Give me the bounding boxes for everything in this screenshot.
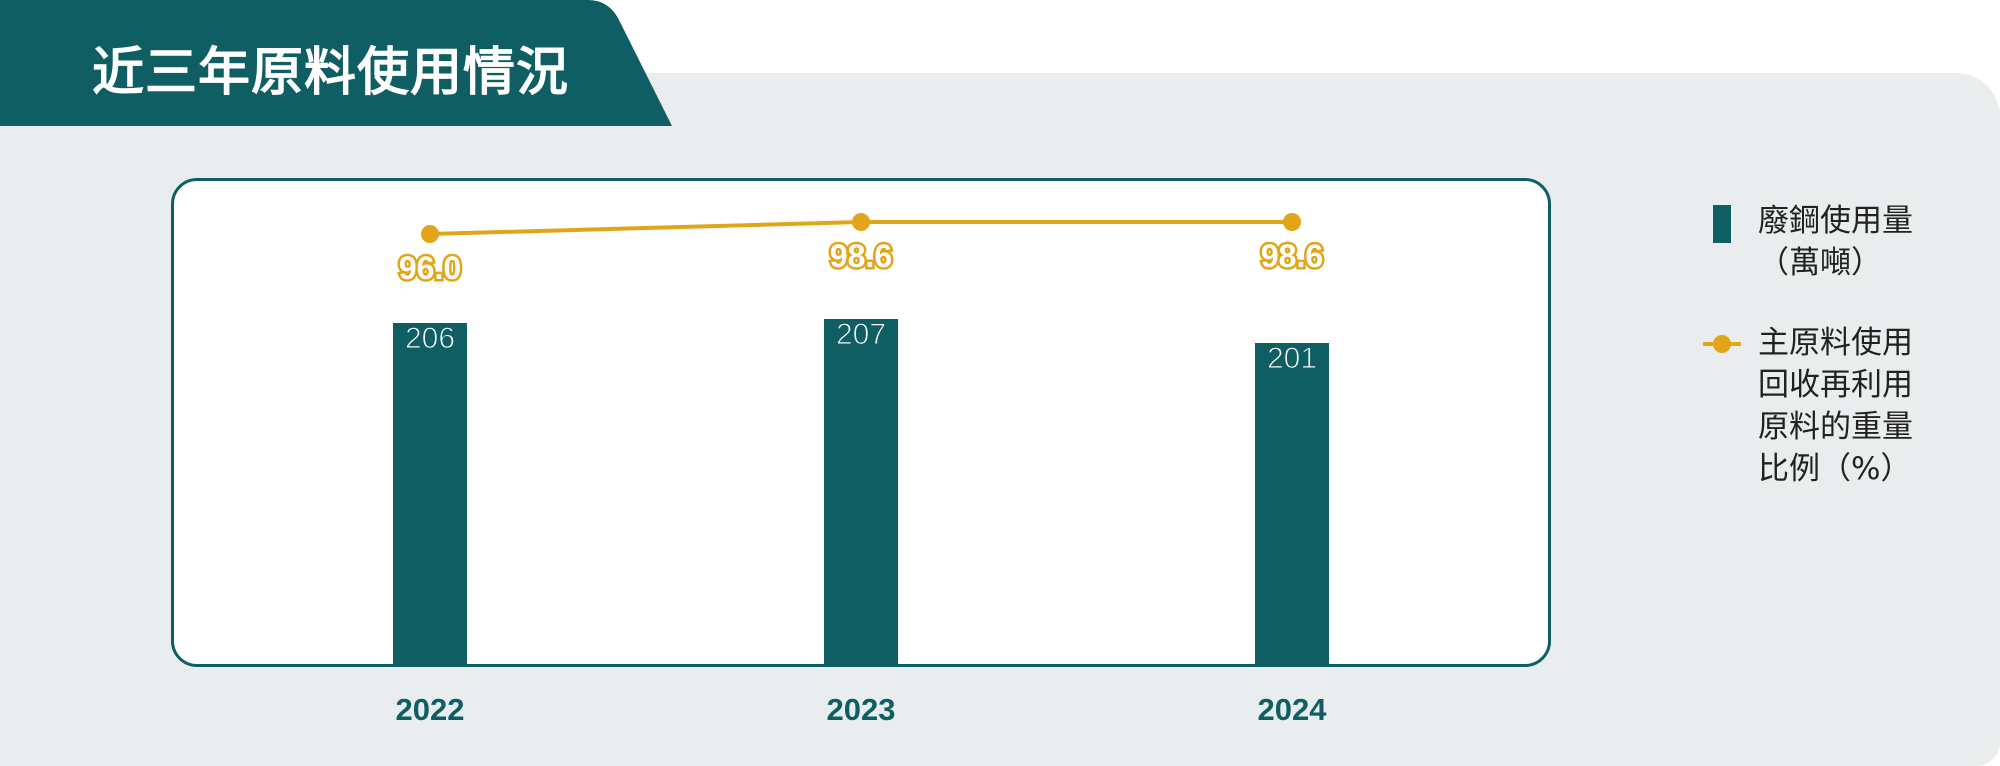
line-value-label: 98.6 <box>1261 238 1323 274</box>
line-point-2022 <box>421 225 439 243</box>
bar-2024 <box>1255 343 1329 664</box>
x-tick-label: 2023 <box>827 692 896 727</box>
line-point-2024 <box>1283 213 1301 231</box>
line-value-label: 98.6 <box>830 238 892 274</box>
legend-line-label: 主原料使用 回收再利用 原料的重量 比例（%） <box>1758 325 1913 487</box>
bar-value-label: 201 <box>1267 342 1317 375</box>
title-tab <box>0 0 672 126</box>
page-title: 近三年原料使用情況 <box>92 43 570 103</box>
legend-line-swatch <box>1703 335 1741 353</box>
line-point-2023 <box>852 213 870 231</box>
bar-value-label: 206 <box>405 322 455 355</box>
bar-value-label: 207 <box>836 318 886 351</box>
x-tick-label: 2024 <box>1258 692 1328 727</box>
bar-2023 <box>824 319 898 664</box>
line-value-label: 96.0 <box>399 250 461 286</box>
bar-2022 <box>393 323 467 664</box>
x-tick-label: 2022 <box>396 692 465 727</box>
legend-bar-label: 廢鋼使用量 （萬噸） <box>1758 203 1913 281</box>
legend-bar-swatch <box>1713 205 1731 243</box>
